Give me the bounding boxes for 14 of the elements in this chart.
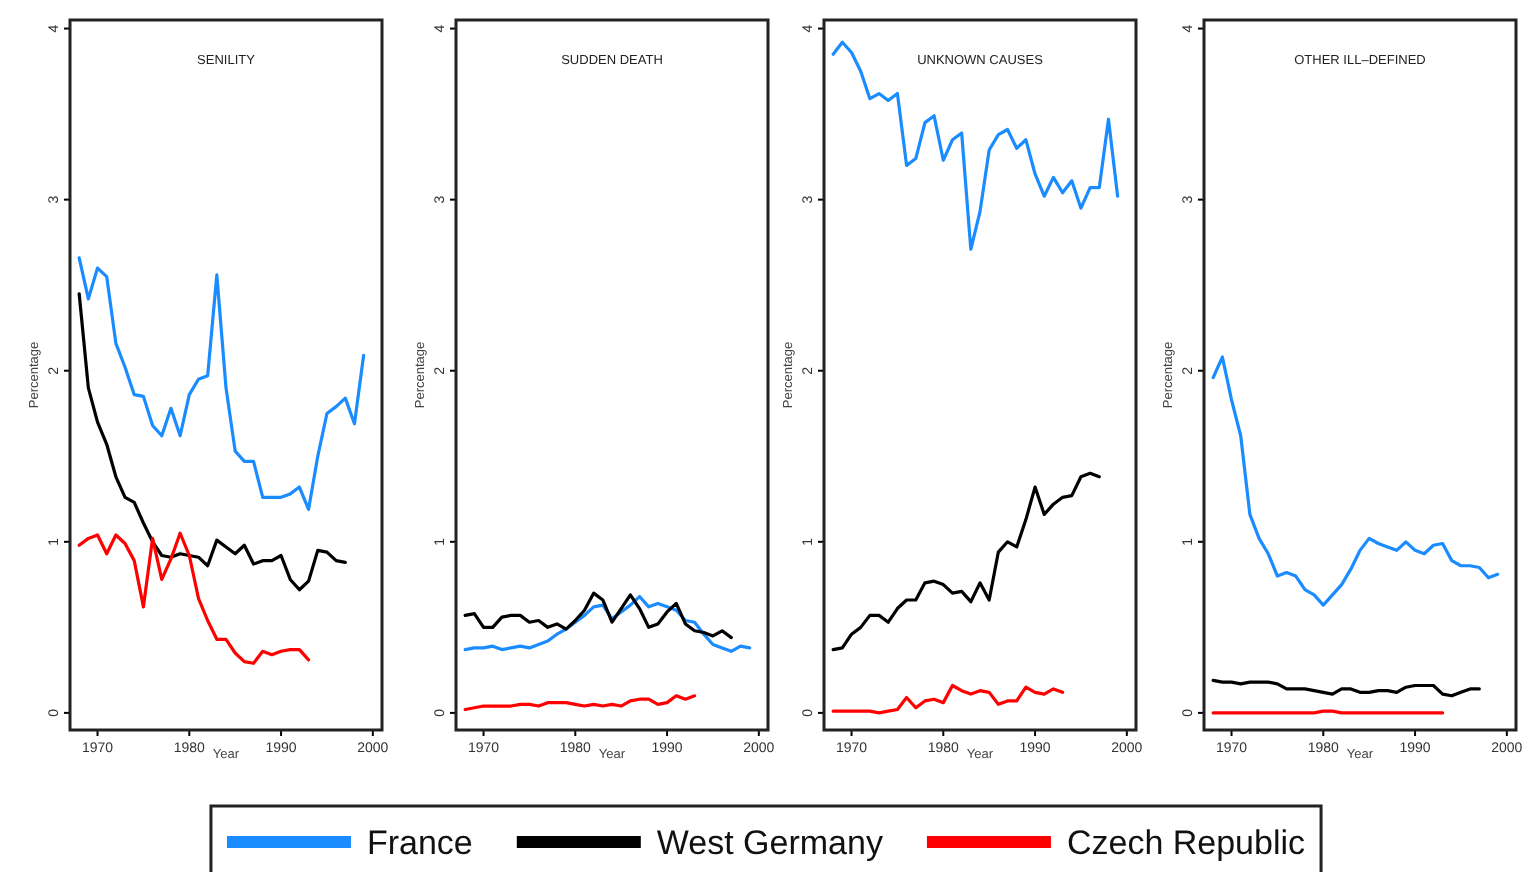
line-series [77, 292, 347, 592]
line-series [463, 591, 733, 640]
line-series [77, 531, 311, 665]
legend-label: France [366, 824, 473, 862]
line-series [831, 683, 1065, 715]
line-series [831, 40, 1120, 251]
line-series [463, 594, 752, 653]
legend-label: Czech Republic [1066, 824, 1307, 862]
line-series [1211, 678, 1481, 698]
line-series [1211, 355, 1500, 607]
line-series [77, 256, 366, 511]
line-series [831, 471, 1101, 652]
line-series [463, 694, 697, 712]
legend-label: West Germany [656, 824, 884, 862]
